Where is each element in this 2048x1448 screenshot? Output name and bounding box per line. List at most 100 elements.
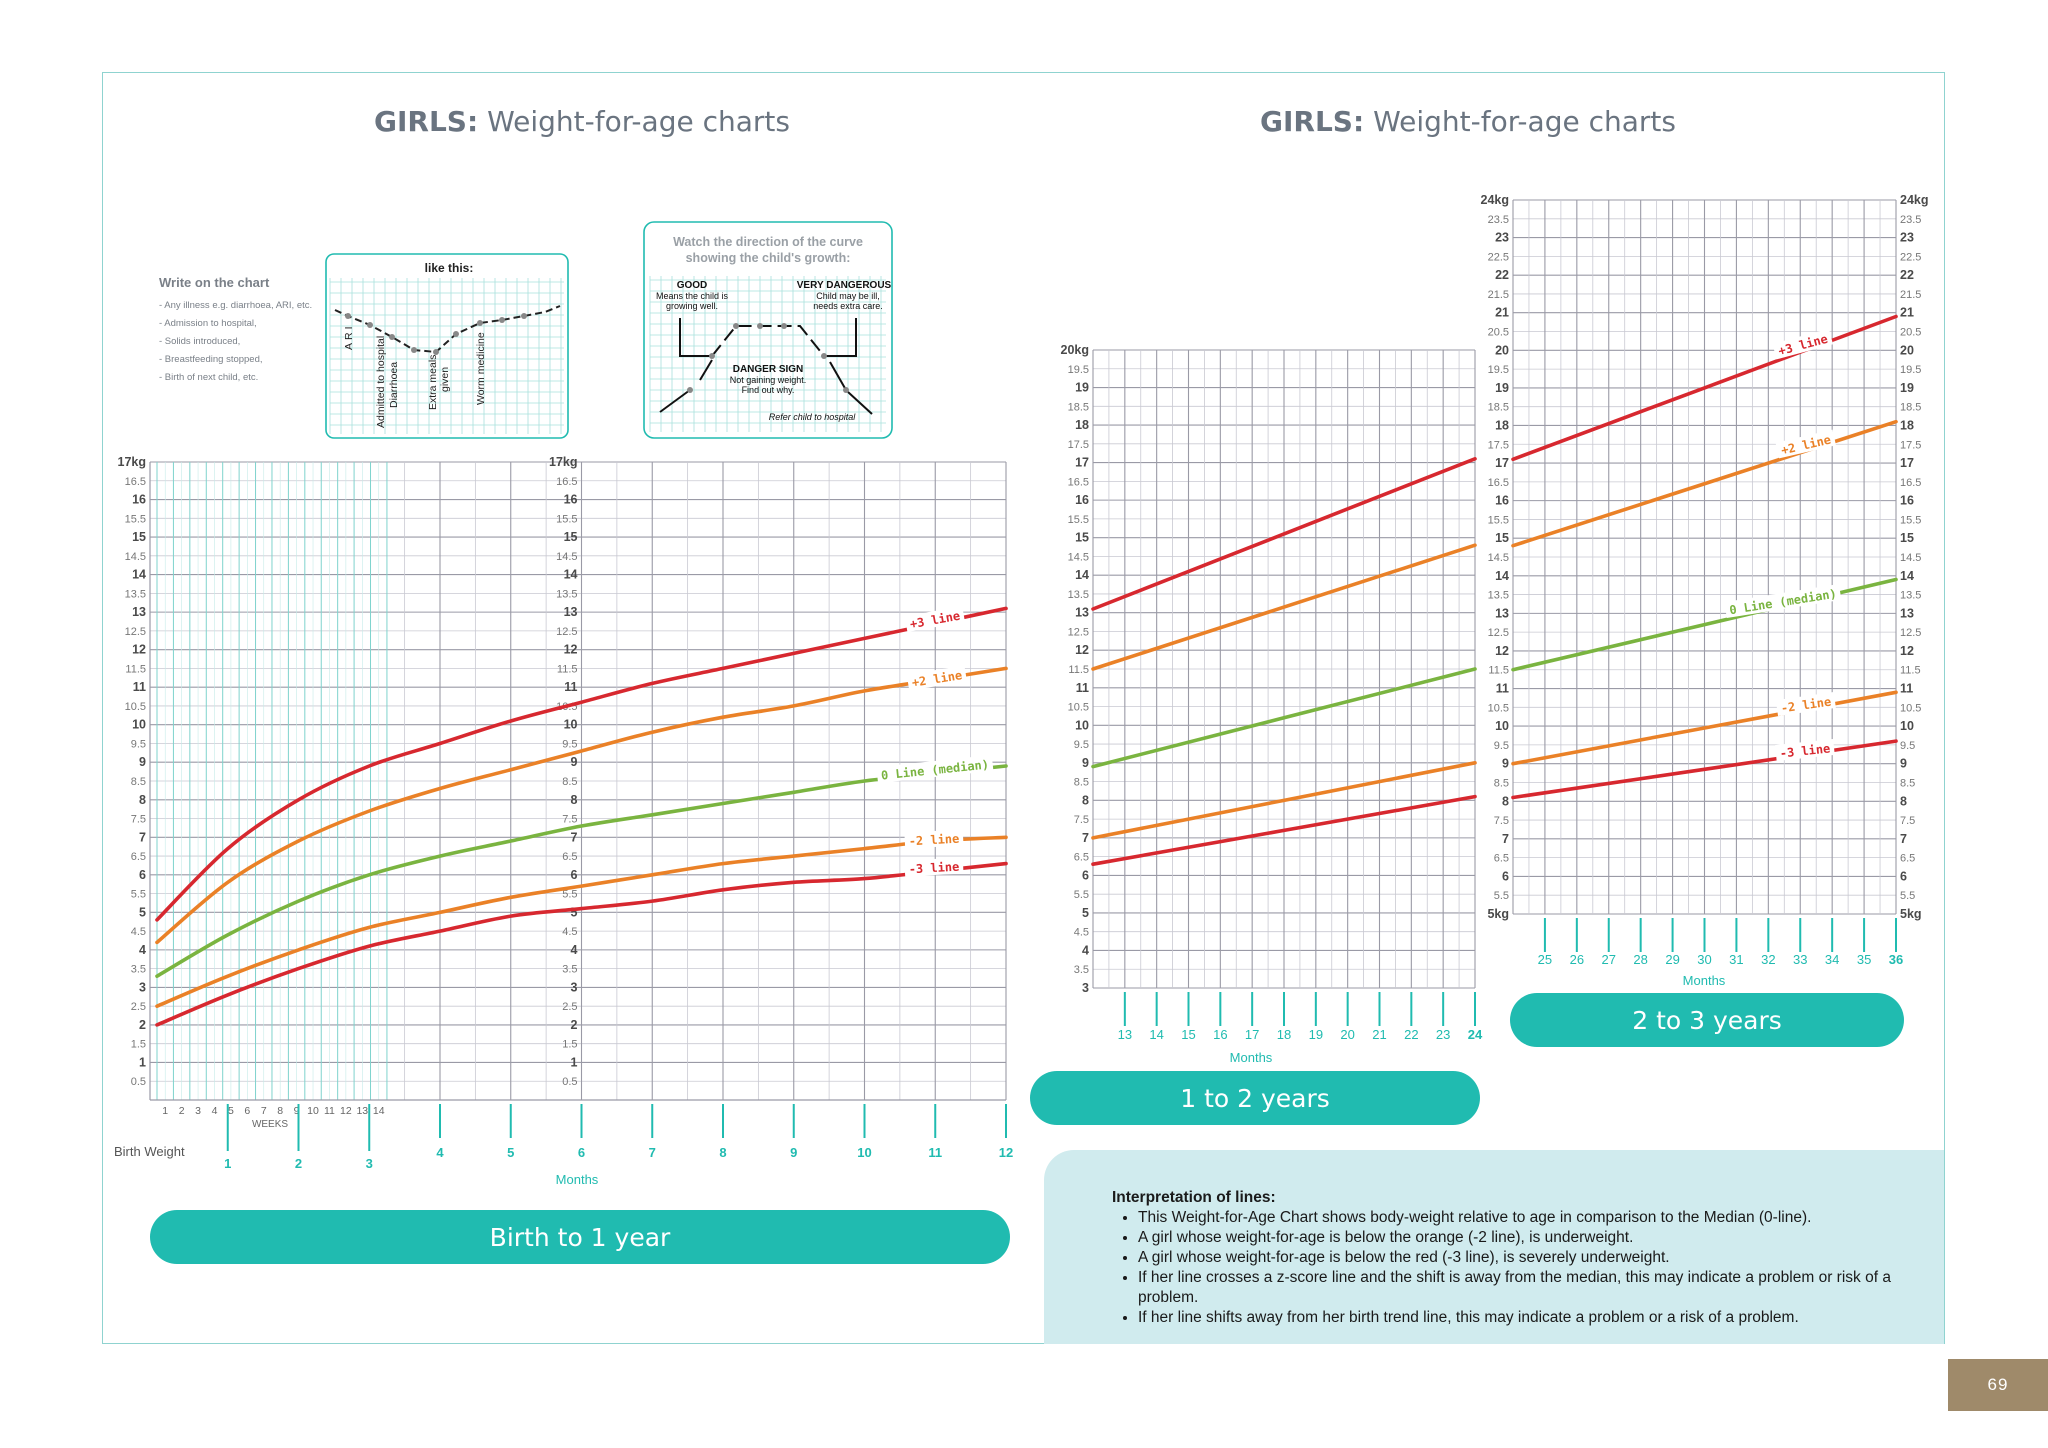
y-tick-label: 6.5 xyxy=(1900,853,1915,865)
month-tick-label: 11 xyxy=(928,1145,942,1160)
y-tick-label: 10 xyxy=(1900,719,1914,733)
y-tick-label: 3 xyxy=(571,980,578,994)
y-tick-label: 2 xyxy=(571,1018,578,1032)
month-tick-label: 14 xyxy=(1149,1027,1163,1042)
y-tick-label: 18 xyxy=(1900,418,1914,432)
week-tick-label: 14 xyxy=(373,1105,385,1117)
y-tick-label: 1 xyxy=(571,1055,578,1069)
direction-point xyxy=(687,387,693,393)
y-tick-label: 14.5 xyxy=(556,551,577,563)
y-tick-label: 9 xyxy=(1082,756,1089,770)
y-tick-label: 3.5 xyxy=(1074,964,1089,976)
y-tick-label: 5.5 xyxy=(131,889,146,901)
month-tick-label: 29 xyxy=(1665,952,1679,967)
curve-down-right-2 xyxy=(847,391,873,415)
y-tick-label: 7.5 xyxy=(1494,815,1509,827)
week-tick-label: 11 xyxy=(324,1105,335,1117)
y-tick-label: 11.5 xyxy=(125,663,146,675)
month-tick-label: 4 xyxy=(436,1145,444,1160)
direction-point xyxy=(757,323,763,329)
example-note-admitted: Admitted to hospital xyxy=(375,336,387,428)
y-tick-label: 6.5 xyxy=(131,851,146,863)
y-tick-label: 17.5 xyxy=(1900,439,1921,451)
y-tick-label: 15.5 xyxy=(556,513,577,525)
y-tick-label: 15 xyxy=(1900,531,1914,545)
y-tick-label: 16.5 xyxy=(125,476,146,488)
y-tick-label: 18 xyxy=(1075,418,1089,432)
y-tick-label: 8.5 xyxy=(131,776,146,788)
example-point xyxy=(521,313,527,319)
y-tick-label: 18.5 xyxy=(1068,401,1089,413)
line-label-bg xyxy=(1772,328,1834,360)
y-tick-label: 11.5 xyxy=(1900,665,1921,677)
y-tick-label: 7 xyxy=(139,830,146,844)
y-tick-label: 13.5 xyxy=(556,588,577,600)
month-tick-label: 34 xyxy=(1825,952,1839,967)
y-tick-label: 9 xyxy=(139,755,146,769)
y-tick-label: 19 xyxy=(1495,381,1509,395)
month-tick-label: 1 xyxy=(224,1156,231,1171)
week-tick-label: 9 xyxy=(294,1105,300,1117)
example-point xyxy=(411,347,417,353)
y-tick-label: 16 xyxy=(564,493,578,507)
y-tick-label: 6.5 xyxy=(1074,852,1089,864)
y-tick-label: 5 xyxy=(139,905,146,919)
y-tick-label: 14 xyxy=(1495,569,1509,583)
y-tick-label: 8.5 xyxy=(1494,777,1509,789)
line-label-bg xyxy=(904,857,964,877)
y-tick-label: 1.5 xyxy=(562,1039,577,1051)
y-tick-label: 19.5 xyxy=(1900,364,1921,376)
y-tick-label: 12 xyxy=(564,643,578,657)
line-label-bg xyxy=(876,754,994,784)
month-tick-label: 9 xyxy=(790,1145,797,1160)
month-tick-label: 5 xyxy=(507,1145,514,1160)
y-tick-label: 16.5 xyxy=(1488,477,1509,489)
y-tick-label: 10 xyxy=(1495,719,1509,733)
y-tick-label: 8 xyxy=(139,793,146,807)
month-tick-label: 35 xyxy=(1857,952,1871,967)
months-axis-label: Months xyxy=(1230,1050,1273,1065)
y-tick-label: 4.5 xyxy=(1074,927,1089,939)
y-tick-label: 13 xyxy=(1075,606,1089,620)
y-tick-label: 9.5 xyxy=(131,738,146,750)
direction-box xyxy=(643,221,893,439)
month-tick-label: 8 xyxy=(719,1145,726,1160)
y-tick-label: 16.5 xyxy=(556,476,577,488)
line-label-plus3: +3 line xyxy=(1772,328,1834,360)
y-tick-label: 5.5 xyxy=(562,889,577,901)
month-tick-label: 15 xyxy=(1181,1027,1195,1042)
example-title: like this: xyxy=(425,261,474,275)
week-tick-label: 7 xyxy=(261,1105,267,1117)
line-label-bg xyxy=(1775,692,1836,716)
y-tick-label: 17 xyxy=(1075,456,1089,470)
month-tick-label: 7 xyxy=(649,1145,656,1160)
interpretation-title: Interpretation of lines: xyxy=(1112,1189,1276,1206)
week-tick-label: 5 xyxy=(228,1105,234,1117)
week-tick-label: 4 xyxy=(212,1105,218,1117)
y-tick-label: 8 xyxy=(1082,793,1089,807)
y-tick-label: 9 xyxy=(1502,757,1509,771)
y-tick-label: 22.5 xyxy=(1488,251,1509,263)
chart-2-to-3-years: 5kg 5kg 5.5 5.5 6 6 6.5 6.5 7 7 7.5 7.5 8 8 8.5 8.5 9 9 9.… xyxy=(1481,193,1929,988)
y-tick-label: 19 xyxy=(1075,381,1089,395)
y-tick-label: 15 xyxy=(1495,531,1509,545)
direction-point xyxy=(709,353,715,359)
month-tick-label: 23 xyxy=(1436,1027,1450,1042)
example-point xyxy=(477,320,483,326)
series-line-minus2 xyxy=(155,835,1008,1008)
y-tick-label: 12 xyxy=(1075,643,1089,657)
y-tick-label: 4 xyxy=(571,943,578,957)
good-title: GOOD xyxy=(677,280,708,291)
y-tick-label: 8 xyxy=(1900,794,1907,808)
example-note-ari: ARI xyxy=(343,323,355,350)
y-tick-label: 15.5 xyxy=(125,513,146,525)
y-tick-label: 19.5 xyxy=(1068,364,1089,376)
y-tick-label: 7.5 xyxy=(1074,814,1089,826)
y-tick-label: 4 xyxy=(139,943,146,957)
month-tick-label: 10 xyxy=(857,1145,871,1160)
interpretation-item: If her line shifts away from her birth t… xyxy=(1138,1308,1912,1328)
y-tick-label: 13 xyxy=(132,605,146,619)
direction-point xyxy=(843,387,849,393)
very-dangerous-bracket xyxy=(824,318,857,357)
